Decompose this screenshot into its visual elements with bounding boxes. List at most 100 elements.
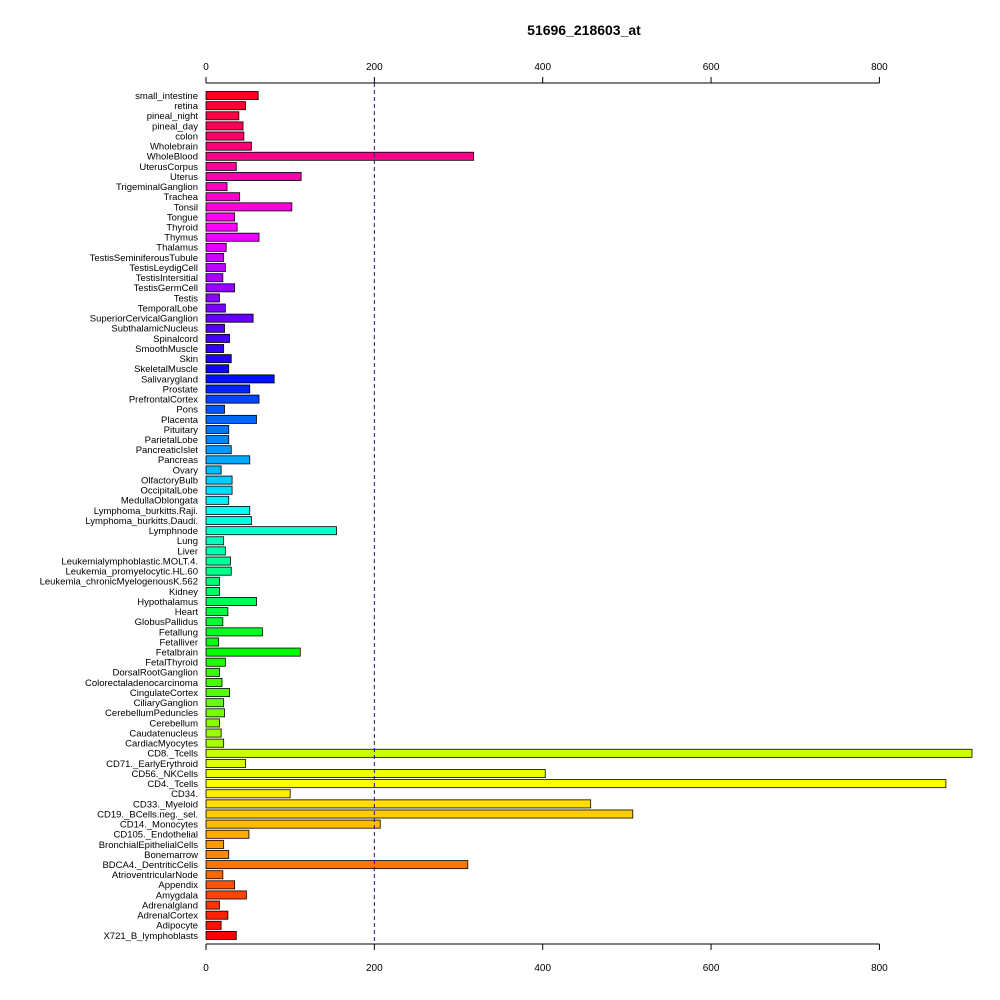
bar-SmoothMuscle bbox=[205, 344, 225, 353]
category-label: Uterus bbox=[170, 172, 198, 183]
category-label: CD14._Monocytes bbox=[120, 820, 198, 831]
bar-Fetallung bbox=[205, 627, 263, 637]
category-label: CingulateCortex bbox=[130, 688, 198, 699]
bar-CingulateCortex bbox=[205, 688, 230, 698]
bar-SubthalamicNucleus bbox=[205, 323, 225, 333]
bar-CD14._Monocytes bbox=[205, 819, 381, 829]
bar-Liver bbox=[205, 546, 226, 556]
category-label: Hypothalamus bbox=[137, 597, 198, 608]
bar-Cerebellum bbox=[205, 718, 220, 728]
bar-Thymus bbox=[205, 232, 260, 242]
bar-UterusCorpus bbox=[205, 161, 237, 171]
top-tick-label: 400 bbox=[534, 62, 551, 73]
bar-Wholebrain bbox=[205, 141, 252, 151]
category-label: Kidney bbox=[169, 587, 198, 598]
category-label: Skin bbox=[180, 354, 198, 365]
bar-DorsalRootGanglion bbox=[205, 667, 220, 677]
bar-Testis bbox=[205, 293, 220, 303]
category-label: Thymus bbox=[164, 233, 198, 244]
category-label: CD8._Tcells bbox=[147, 749, 198, 760]
category-label: SuperiorCervicalGanglion bbox=[90, 314, 198, 325]
category-label: TemporalLobe bbox=[138, 303, 198, 314]
bar-OccipitalLobe bbox=[205, 485, 233, 495]
category-label: TestisSeminiferousTubule bbox=[90, 253, 198, 264]
bar-Skin bbox=[205, 354, 232, 364]
bar-Colorectaladenocarcinoma bbox=[205, 678, 223, 687]
bar-Salivarygland bbox=[205, 374, 275, 384]
category-label: BDCA4._DentriticCells bbox=[102, 860, 198, 871]
bar-TemporalLobe bbox=[205, 303, 226, 313]
category-label: retina bbox=[174, 101, 198, 112]
bar-WholeBlood bbox=[205, 151, 475, 161]
category-label: GlobusPallidus bbox=[135, 617, 199, 628]
bar-Leukemialymphoblastic.MOLT.4. bbox=[205, 556, 231, 566]
category-label: small_intestine bbox=[135, 91, 198, 102]
category-label: ParietalLobe bbox=[145, 435, 198, 446]
category-labels: small_intestineretinapineal_nightpineal_… bbox=[40, 91, 199, 942]
category-label: SmoothMuscle bbox=[135, 344, 198, 355]
category-label: CD56._NKCells bbox=[131, 769, 198, 780]
bar-Hypothalamus bbox=[205, 597, 257, 606]
category-label: Fetallung bbox=[159, 627, 198, 638]
bar-TestisSeminiferousTubule bbox=[205, 253, 225, 262]
bar-GlobusPallidus bbox=[205, 617, 224, 627]
category-label: TestisLeydigCell bbox=[129, 263, 198, 274]
category-label: Placenta bbox=[161, 415, 199, 426]
bar-Pituitary bbox=[205, 425, 230, 434]
category-label: CD34. bbox=[171, 789, 198, 800]
category-label: Trachea bbox=[164, 192, 199, 203]
axes: 0 200 400 600 800 0 200 400 600 800 bbox=[203, 62, 888, 974]
category-label: FetalThyroid bbox=[145, 658, 198, 669]
bar-CiliaryGanglion bbox=[205, 698, 225, 708]
chart-title: 51696_218603_at bbox=[527, 22, 641, 38]
bar-SkeletalMuscle bbox=[205, 364, 230, 374]
bar-Uterus bbox=[205, 172, 302, 181]
bar-CD19._BCells.neg._sel. bbox=[205, 809, 634, 819]
category-label: Fetalbrain bbox=[156, 648, 198, 659]
category-label: WholeBlood bbox=[147, 152, 198, 163]
top-tick-label: 600 bbox=[703, 62, 720, 73]
bar-Appendix bbox=[205, 880, 236, 890]
category-label: AtrioventricularNode bbox=[112, 870, 198, 881]
bar-PrefrontalCortex bbox=[205, 394, 260, 404]
category-label: Prostate bbox=[163, 384, 198, 395]
category-label: Thalamus bbox=[156, 243, 198, 254]
category-label: Lymphnode bbox=[149, 526, 198, 537]
category-label: BronchialEpithelialCells bbox=[99, 840, 199, 851]
bar-Pons bbox=[205, 404, 225, 414]
category-label: Tonsil bbox=[174, 202, 198, 213]
bar-Lymphnode bbox=[205, 526, 337, 536]
category-label: Ovary bbox=[173, 465, 199, 476]
bar-PancreaticIslet bbox=[205, 445, 232, 455]
category-label: OccipitalLobe bbox=[140, 486, 198, 497]
bar-X721_B_lymphoblasts bbox=[205, 930, 237, 940]
bar-TrigeminalGanglion bbox=[205, 182, 228, 192]
bar-FetalThyroid bbox=[205, 657, 226, 667]
bottom-tick-label: 0 bbox=[203, 963, 209, 974]
category-label: X721_B_lymphoblasts bbox=[103, 931, 198, 942]
bar-Bonemarrow bbox=[205, 850, 230, 859]
category-label: CD19._BCells.neg._sel. bbox=[97, 809, 198, 820]
bar-Fetalliver bbox=[205, 637, 220, 647]
bar-small_intestine bbox=[205, 91, 259, 101]
category-label: Bonemarrow bbox=[144, 850, 198, 861]
category-label: Adipocyte bbox=[156, 921, 198, 932]
category-label: CD105._Endothelial bbox=[113, 830, 198, 841]
bar-CD105._Endothelial bbox=[205, 829, 250, 839]
category-label: Spinalcord bbox=[153, 334, 198, 345]
category-label: AdrenalCortex bbox=[137, 911, 198, 922]
bottom-tick-label: 400 bbox=[534, 963, 551, 974]
category-label: Liver bbox=[177, 546, 198, 557]
bar-pineal_night bbox=[205, 111, 240, 121]
bar-Spinalcord bbox=[205, 333, 230, 343]
category-label: Fetalliver bbox=[159, 637, 198, 648]
bar-CerebellumPeduncles bbox=[205, 708, 225, 718]
bar-ParietalLobe bbox=[205, 435, 230, 445]
bar-Lymphoma_burkitts.Daudi. bbox=[205, 516, 252, 526]
bar-OlfactoryBulb bbox=[205, 475, 233, 485]
category-label: Heart bbox=[175, 607, 199, 618]
category-label: Appendix bbox=[158, 880, 198, 891]
category-label: pineal_night bbox=[147, 111, 199, 122]
category-label: Thyroid bbox=[166, 223, 198, 234]
